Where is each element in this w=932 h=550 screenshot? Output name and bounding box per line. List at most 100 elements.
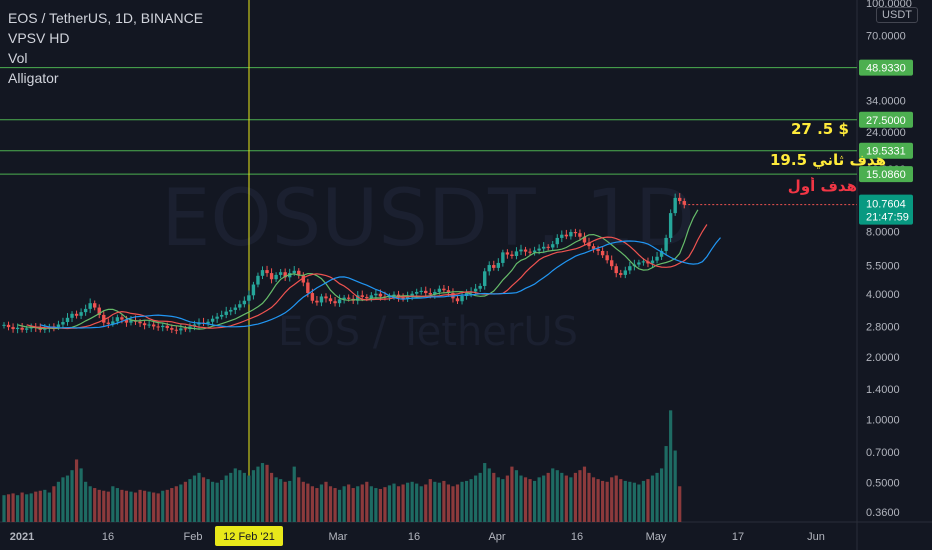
volume-bar <box>238 470 242 522</box>
candle-body <box>233 307 237 310</box>
candle-body <box>587 242 591 247</box>
level-price-label: 19.5331 <box>866 146 906 158</box>
volume-bar <box>415 483 419 522</box>
time-axis-label: 16 <box>102 531 114 543</box>
volume-bar <box>392 483 396 522</box>
volume-bar <box>351 488 355 522</box>
price-tick-label: 1.4000 <box>866 384 900 396</box>
candle-body <box>315 300 319 303</box>
volume-bar <box>591 477 596 522</box>
volume-bar <box>147 491 151 522</box>
volume-bar <box>61 477 65 522</box>
volume-bar <box>442 480 446 522</box>
level-price-label: 27.5000 <box>866 115 906 127</box>
indicator-alligator[interactable]: Alligator <box>8 70 59 86</box>
price-tick-label: 0.3600 <box>866 507 900 519</box>
candle-body <box>501 252 505 263</box>
volume-bar <box>11 493 15 522</box>
alligator-lips <box>17 209 699 330</box>
price-tick-label: 2.0000 <box>866 352 900 364</box>
level-price-badge <box>859 166 913 183</box>
candle-body <box>256 275 260 285</box>
candle-body <box>428 293 432 295</box>
candle-body <box>56 324 61 328</box>
candle-body <box>492 265 496 268</box>
volume-bar <box>378 488 383 522</box>
candle-body <box>600 250 605 256</box>
volume-bar <box>628 481 632 522</box>
volume-bar <box>578 470 582 522</box>
volume-bar <box>224 475 228 522</box>
candle-body <box>292 270 296 274</box>
volume-bar <box>542 475 546 522</box>
volume-bar <box>396 486 401 522</box>
indicator-vpsv[interactable]: VPSV HD <box>8 30 70 46</box>
candle-body <box>274 274 278 280</box>
volume-bar <box>623 480 627 522</box>
indicator-vol[interactable]: Vol <box>8 50 28 66</box>
candle-body <box>161 325 165 328</box>
candle-body <box>528 251 532 253</box>
candle-body <box>473 288 478 292</box>
candle-body <box>120 317 124 320</box>
candle-body <box>83 308 88 313</box>
volume-bar <box>596 479 600 522</box>
volume-bar <box>52 486 56 522</box>
volume-bar <box>437 482 441 522</box>
price-tick-label: 5.5000 <box>866 260 900 272</box>
volume-bar <box>374 488 378 522</box>
volume-bar <box>387 485 392 522</box>
candle-body <box>392 294 396 297</box>
candle-body <box>668 213 673 238</box>
candle-body <box>623 270 627 275</box>
watermark-symbol: EOSUSDT, 1D <box>161 174 695 264</box>
volume-bar <box>201 477 206 522</box>
candle-body <box>483 271 487 286</box>
candle-body <box>106 322 111 324</box>
volume-bar <box>242 472 246 522</box>
volume-bar <box>192 475 197 522</box>
candle-body <box>278 272 283 275</box>
price-tick-label: 0.5000 <box>866 477 900 489</box>
candle-body <box>523 249 528 252</box>
candle-body <box>496 262 501 268</box>
volume-bar <box>256 466 260 522</box>
volume-bar <box>79 468 83 522</box>
candle-body <box>102 314 106 323</box>
candle-body <box>310 293 315 301</box>
candle-body <box>265 270 269 274</box>
price-tick-label: 34.0000 <box>866 96 906 108</box>
volume-bar <box>251 470 256 522</box>
volume-bar <box>342 486 346 522</box>
volume-bar <box>20 492 24 522</box>
symbol-title[interactable]: EOS / TetherUS, 1D, BINANCE <box>8 10 204 26</box>
candle-body <box>424 290 428 294</box>
volume-bar <box>206 479 210 522</box>
volume-bar <box>16 495 20 522</box>
volume-bar <box>678 486 682 522</box>
price-tick-label: 1.0000 <box>866 415 900 427</box>
candle-body <box>560 234 564 238</box>
candle-body <box>519 249 523 252</box>
candle-body <box>61 322 65 325</box>
candle-body <box>328 298 333 302</box>
volume-bar <box>279 479 283 522</box>
volume-bar <box>188 479 192 522</box>
candle-body <box>43 328 47 330</box>
volume-bar <box>315 488 319 522</box>
candle-body <box>455 298 460 302</box>
volume-bar <box>97 489 101 522</box>
price-tick-label: 0.7000 <box>866 447 900 459</box>
volume-bar <box>269 472 274 522</box>
candle-body <box>337 299 342 304</box>
volume-bar <box>74 459 79 522</box>
currency-badge[interactable]: USDT <box>876 7 918 23</box>
volume-bar <box>523 477 528 522</box>
candle-body <box>387 296 392 298</box>
volume-bar <box>474 475 478 522</box>
volume-bar <box>347 484 351 522</box>
volume-bar <box>360 484 364 522</box>
volume-bar <box>433 481 437 522</box>
volume-bar <box>528 479 532 522</box>
